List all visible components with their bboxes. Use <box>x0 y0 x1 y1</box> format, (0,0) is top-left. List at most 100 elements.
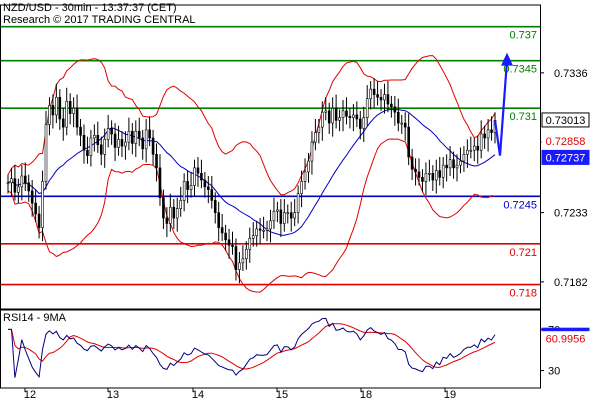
candle-body <box>459 160 462 166</box>
candle-body <box>10 178 13 184</box>
research-credit: Research © 2017 TRADING CENTRAL <box>3 14 196 26</box>
candle-body <box>276 209 279 212</box>
candle-body <box>93 134 96 139</box>
candle-body <box>23 175 27 184</box>
candle-body <box>379 96 383 101</box>
candle-body <box>106 128 110 140</box>
candle-body <box>231 244 234 247</box>
level-label: 0.7245 <box>503 199 537 211</box>
level-label: 0.731 <box>509 111 537 123</box>
price-marker-label: 0.72737 <box>546 152 586 164</box>
candle-body <box>234 246 238 270</box>
candle-body <box>369 88 372 99</box>
candle-body <box>13 178 17 193</box>
candle-body <box>110 128 113 135</box>
candle-body <box>472 145 476 151</box>
candle-body <box>372 88 376 95</box>
candle-body <box>72 107 75 114</box>
candle-body <box>117 139 120 148</box>
candle-body <box>469 149 473 152</box>
candle-body <box>245 248 248 260</box>
candle-body <box>96 134 100 146</box>
x-tick-label: 15 <box>276 389 288 400</box>
candle-body <box>358 118 362 129</box>
candle-body <box>324 110 328 113</box>
candle-body <box>414 168 417 173</box>
candle-body <box>383 94 386 101</box>
price-marker-label: 0.72858 <box>546 136 586 148</box>
candle-body <box>217 212 220 228</box>
price-panel-frame <box>0 4 541 310</box>
rsi-panel-frame <box>0 309 541 389</box>
candle-body <box>196 167 200 174</box>
level-label: 0.721 <box>509 247 537 259</box>
candle-body <box>58 96 62 120</box>
candle-body <box>127 130 131 143</box>
x-tick-label: 19 <box>444 389 456 400</box>
candle-body <box>466 149 469 155</box>
candle-body <box>165 217 169 224</box>
candle-body <box>34 202 37 215</box>
candle-body <box>265 228 269 231</box>
candle-body <box>200 172 203 181</box>
candle-body <box>424 172 428 182</box>
candle-body <box>417 171 421 178</box>
candle-body <box>113 133 117 148</box>
candle-body <box>175 208 179 219</box>
candle-body <box>213 200 217 213</box>
price-marker-box <box>541 133 590 149</box>
price-marker-box <box>541 149 590 165</box>
candle-body <box>99 144 103 155</box>
candle-body <box>386 94 390 105</box>
forecast-arrowhead <box>501 52 513 66</box>
candle-body <box>6 182 10 185</box>
candle-body <box>172 206 176 219</box>
bollinger-lower-line <box>7 138 496 293</box>
candle-body <box>293 212 296 219</box>
candle-body <box>393 106 397 113</box>
candle-body <box>193 167 196 186</box>
rsi-marker-box <box>541 331 590 347</box>
candle-body <box>227 239 231 246</box>
candle-body <box>258 228 262 231</box>
x-tick-label: 13 <box>107 389 119 400</box>
candle-body <box>272 210 276 222</box>
candle-body <box>137 130 141 139</box>
candle-body <box>376 94 379 98</box>
candle-body <box>428 172 431 175</box>
candle-body <box>262 229 265 232</box>
candle-body <box>327 110 331 124</box>
candle-body <box>300 181 303 194</box>
rsi-ma-line <box>8 323 496 370</box>
candle-body <box>441 164 445 178</box>
candle-body <box>17 186 20 193</box>
candle-body <box>141 137 145 150</box>
y-tick-label: 0.7336 <box>554 68 588 80</box>
level-label: 0.737 <box>509 30 537 42</box>
rsi-tick-label: 30 <box>548 366 560 378</box>
candle-body <box>365 98 369 118</box>
candle-body <box>483 133 486 139</box>
candle-body <box>410 156 414 170</box>
candle-body <box>148 129 151 139</box>
candle-body <box>286 212 290 214</box>
candle-body <box>61 118 65 128</box>
candle-body <box>452 159 455 169</box>
candle-body <box>144 129 148 150</box>
candle-body <box>251 235 255 239</box>
candle-body <box>431 172 435 181</box>
candle-body <box>44 124 48 182</box>
candle-body <box>445 164 448 169</box>
candle-body <box>131 130 134 144</box>
candle-body <box>124 141 127 147</box>
candle-body <box>207 186 210 190</box>
candle-body <box>476 145 480 151</box>
candle-body <box>30 190 34 204</box>
candle-body <box>182 181 186 201</box>
candle-body <box>455 164 459 169</box>
candle-body <box>303 171 307 182</box>
moving-average-line <box>7 108 496 236</box>
candle-body <box>310 141 314 162</box>
candle-body <box>169 206 172 224</box>
